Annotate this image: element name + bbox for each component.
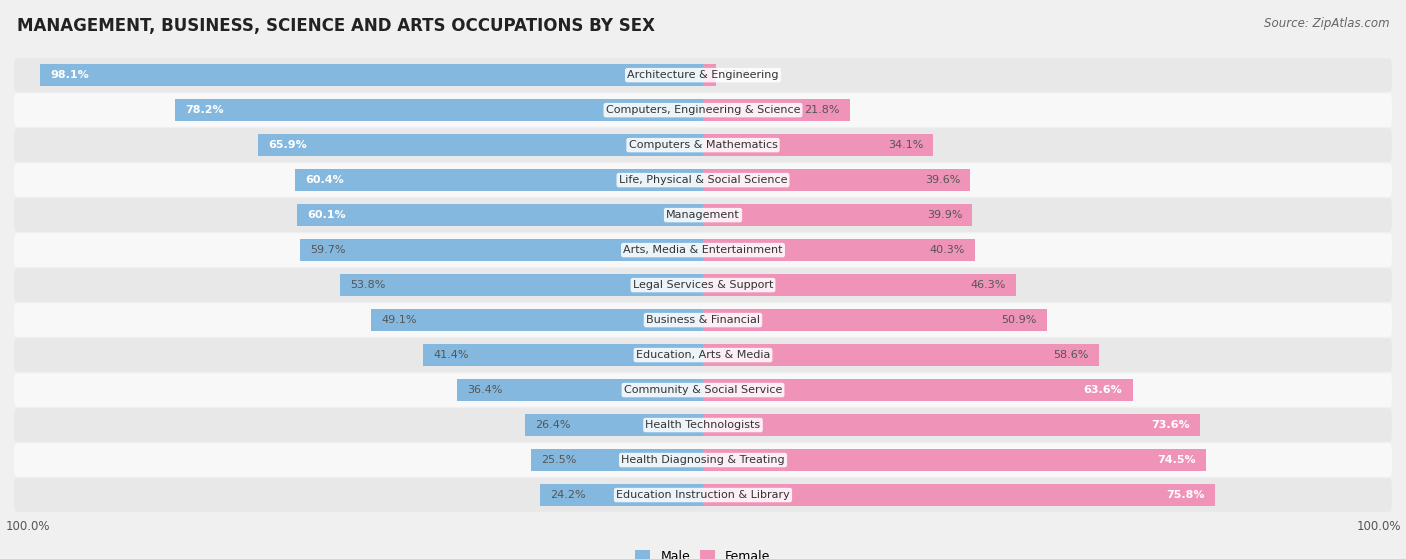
Text: Management: Management bbox=[666, 210, 740, 220]
Text: 73.6%: 73.6% bbox=[1152, 420, 1189, 430]
FancyBboxPatch shape bbox=[14, 93, 1392, 127]
Bar bbox=[423, 344, 703, 366]
Text: 26.4%: 26.4% bbox=[534, 420, 571, 430]
Bar bbox=[457, 379, 703, 401]
Text: 25.5%: 25.5% bbox=[541, 455, 576, 465]
Text: Education Instruction & Library: Education Instruction & Library bbox=[616, 490, 790, 500]
Bar bbox=[703, 134, 934, 156]
Bar bbox=[703, 414, 1201, 436]
Text: 21.8%: 21.8% bbox=[804, 105, 841, 115]
Text: 49.1%: 49.1% bbox=[381, 315, 418, 325]
Bar bbox=[371, 309, 703, 331]
Text: Computers & Mathematics: Computers & Mathematics bbox=[628, 140, 778, 150]
Text: 39.9%: 39.9% bbox=[927, 210, 962, 220]
Bar bbox=[540, 484, 703, 506]
Text: 74.5%: 74.5% bbox=[1157, 455, 1197, 465]
Text: 24.2%: 24.2% bbox=[550, 490, 585, 500]
Bar bbox=[257, 134, 703, 156]
Text: Life, Physical & Social Science: Life, Physical & Social Science bbox=[619, 175, 787, 185]
Bar bbox=[703, 239, 976, 261]
Bar bbox=[524, 414, 703, 436]
Text: 40.3%: 40.3% bbox=[929, 245, 965, 255]
FancyBboxPatch shape bbox=[14, 408, 1392, 442]
Bar bbox=[531, 449, 703, 471]
Text: 65.9%: 65.9% bbox=[269, 140, 307, 150]
Text: 46.3%: 46.3% bbox=[970, 280, 1005, 290]
Bar bbox=[703, 274, 1015, 296]
Bar bbox=[174, 100, 703, 121]
Bar bbox=[703, 309, 1047, 331]
Text: 53.8%: 53.8% bbox=[350, 280, 385, 290]
Text: 75.8%: 75.8% bbox=[1167, 490, 1205, 500]
Text: Computers, Engineering & Science: Computers, Engineering & Science bbox=[606, 105, 800, 115]
Bar bbox=[703, 449, 1206, 471]
Text: 41.4%: 41.4% bbox=[433, 350, 470, 360]
Bar bbox=[703, 379, 1133, 401]
FancyBboxPatch shape bbox=[14, 479, 1392, 512]
Text: 60.4%: 60.4% bbox=[305, 175, 344, 185]
Legend: Male, Female: Male, Female bbox=[630, 544, 776, 559]
Bar bbox=[703, 100, 851, 121]
Text: Health Technologists: Health Technologists bbox=[645, 420, 761, 430]
FancyBboxPatch shape bbox=[14, 304, 1392, 337]
Text: Architecture & Engineering: Architecture & Engineering bbox=[627, 70, 779, 80]
Text: 78.2%: 78.2% bbox=[186, 105, 224, 115]
FancyBboxPatch shape bbox=[14, 58, 1392, 92]
FancyBboxPatch shape bbox=[14, 373, 1392, 407]
Bar bbox=[295, 169, 703, 191]
Text: Education, Arts & Media: Education, Arts & Media bbox=[636, 350, 770, 360]
Text: 58.6%: 58.6% bbox=[1053, 350, 1088, 360]
Text: 50.9%: 50.9% bbox=[1001, 315, 1036, 325]
Bar bbox=[703, 169, 970, 191]
Text: MANAGEMENT, BUSINESS, SCIENCE AND ARTS OCCUPATIONS BY SEX: MANAGEMENT, BUSINESS, SCIENCE AND ARTS O… bbox=[17, 17, 655, 35]
Text: 1.9%: 1.9% bbox=[723, 70, 751, 80]
Bar bbox=[703, 204, 973, 226]
Text: Source: ZipAtlas.com: Source: ZipAtlas.com bbox=[1264, 17, 1389, 30]
Text: 60.1%: 60.1% bbox=[307, 210, 346, 220]
FancyBboxPatch shape bbox=[14, 129, 1392, 162]
Bar bbox=[703, 344, 1099, 366]
FancyBboxPatch shape bbox=[14, 268, 1392, 302]
Text: 39.6%: 39.6% bbox=[925, 175, 960, 185]
FancyBboxPatch shape bbox=[14, 163, 1392, 197]
FancyBboxPatch shape bbox=[14, 443, 1392, 477]
Bar bbox=[340, 274, 703, 296]
Text: Arts, Media & Entertainment: Arts, Media & Entertainment bbox=[623, 245, 783, 255]
Bar bbox=[703, 64, 716, 86]
Bar bbox=[299, 239, 703, 261]
FancyBboxPatch shape bbox=[14, 198, 1392, 232]
Text: Community & Social Service: Community & Social Service bbox=[624, 385, 782, 395]
Bar bbox=[297, 204, 703, 226]
Text: 98.1%: 98.1% bbox=[51, 70, 90, 80]
Text: 36.4%: 36.4% bbox=[467, 385, 503, 395]
Text: Business & Financial: Business & Financial bbox=[645, 315, 761, 325]
Bar bbox=[703, 484, 1215, 506]
Text: Health Diagnosing & Treating: Health Diagnosing & Treating bbox=[621, 455, 785, 465]
Text: 63.6%: 63.6% bbox=[1084, 385, 1122, 395]
Text: 34.1%: 34.1% bbox=[887, 140, 924, 150]
Bar bbox=[41, 64, 703, 86]
FancyBboxPatch shape bbox=[14, 338, 1392, 372]
Text: 59.7%: 59.7% bbox=[309, 245, 346, 255]
FancyBboxPatch shape bbox=[14, 233, 1392, 267]
Text: Legal Services & Support: Legal Services & Support bbox=[633, 280, 773, 290]
